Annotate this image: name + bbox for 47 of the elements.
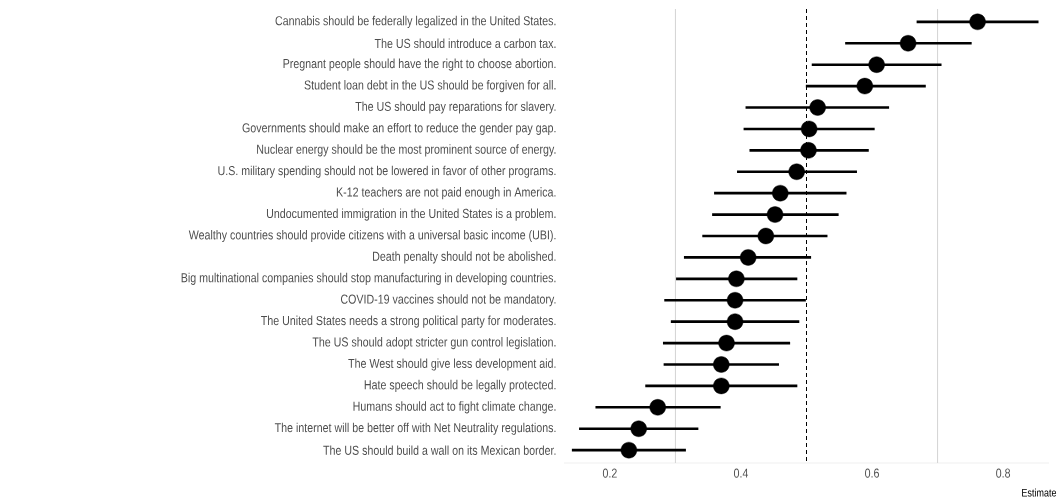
point — [713, 356, 730, 373]
point — [856, 77, 874, 95]
y-tick-label: Humans should act to fight climate change. — [353, 401, 556, 414]
y-tick-label: The US should build a wall on its Mexican border. — [323, 445, 556, 455]
point — [739, 249, 757, 266]
y-tick-label: Death penalty should not be abolished. — [373, 251, 556, 264]
point — [969, 13, 986, 31]
y-tick-label: Student loan debt in the US should be forgiven for all. — [304, 80, 556, 93]
y-tick-label: The US should pay reparations for slavery. — [355, 101, 556, 114]
y-tick-label: Nuclear energy should be the most prominent source of energy. — [257, 144, 556, 157]
point — [630, 420, 647, 437]
y-tick-label: Hate speech should be legally protected. — [364, 379, 556, 392]
x-axis-title: Estimate — [1022, 488, 1057, 497]
y-tick-label: The US should introduce a carbon tax. — [374, 38, 556, 49]
y-tick-label: The West should give less development aid. — [348, 358, 556, 371]
y-tick-label: The internet will be better off with Net Neutrality regulations. — [274, 422, 556, 435]
x-tick-label: 0.4 — [733, 468, 749, 478]
x-tick-label: 0.8 — [996, 468, 1011, 478]
point — [800, 120, 818, 138]
x-tick-label: 0.6 — [865, 468, 879, 478]
y-tick-label: Cannabis should be federally legalized in the United States. — [275, 15, 556, 28]
point — [728, 270, 745, 288]
point — [772, 184, 789, 202]
point — [726, 313, 744, 330]
y-tick-label: Undocumented immigration in the United States is a problem. — [266, 208, 556, 221]
y-tick-label: Big multinational companies should stop manufacturing in developing countries. — [181, 272, 556, 285]
point — [899, 35, 917, 52]
point — [757, 227, 775, 245]
y-tick-label: K-12 teachers are not paid enough in America. — [336, 187, 556, 200]
point — [788, 163, 805, 180]
y-tick-label: COVID-19 vaccines should not be mandatory. — [340, 294, 556, 307]
point — [718, 334, 735, 352]
point — [868, 56, 885, 73]
y-tick-label: The US should adopt stricter gun control legislation. — [312, 337, 556, 350]
point — [766, 206, 784, 223]
y-tick-label: U.S. military spending should not be lowered in favor of other programs. — [218, 165, 556, 178]
point — [649, 399, 666, 416]
y-tick-label: The United States needs a strong political party for moderates. — [261, 315, 556, 328]
point — [620, 441, 638, 459]
y-tick-label: Wealthy countries should provide citizens with a universal basic income (UBI). — [188, 229, 556, 243]
point — [800, 142, 817, 159]
y-tick-label: Pregnant people should have the right to choose abortion. — [283, 58, 556, 71]
x-tick-label: 0.2 — [602, 468, 617, 478]
y-tick-label: Governments should make an effort to reduce the gender pay gap. — [242, 122, 556, 135]
point — [713, 377, 730, 395]
point — [809, 99, 826, 116]
point — [726, 292, 744, 309]
